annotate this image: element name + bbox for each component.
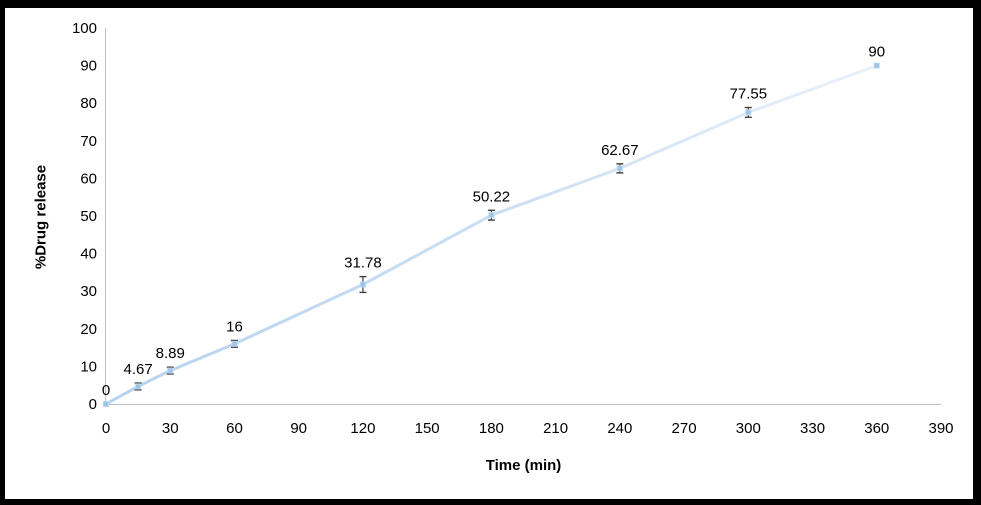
x-tick-label: 360 [864,420,889,437]
y-tick-label: 90 [80,58,97,75]
y-tick-label: 10 [80,358,97,375]
x-tick-label: 330 [800,420,825,437]
data-point-marker [873,62,880,69]
y-tick-label: 70 [80,133,97,150]
y-tick-label: 100 [72,20,97,37]
data-point-marker [135,383,142,390]
x-tick-label: 240 [607,420,632,437]
y-tick-label: 0 [89,396,97,413]
data-point-label: 8.89 [156,345,185,362]
data-point-label: 4.67 [124,361,153,378]
data-point-marker [616,165,623,172]
y-tick-label: 50 [80,208,97,225]
data-point-label: 50.22 [473,188,511,205]
x-tick-label: 150 [415,420,440,437]
data-point-marker [745,109,752,116]
y-axis-title: %Drug release [32,164,50,270]
data-point-label: 16 [226,318,243,335]
data-point-marker [103,401,109,407]
x-tick-label: 210 [543,420,568,437]
data-point-label: 90 [868,44,885,61]
data-point-label: 31.78 [344,255,382,272]
x-axis-title: Time (min) [485,457,562,474]
x-tick-label: 180 [479,420,504,437]
x-tick-label: 390 [928,420,953,437]
data-point-marker [231,340,238,347]
y-tick-label: 60 [80,170,97,187]
data-point-marker [167,367,174,374]
x-tick-label: 30 [162,420,179,437]
data-point-label: 0 [102,382,110,399]
y-tick-label: 80 [80,95,97,112]
x-tick-label: 120 [350,420,375,437]
data-point-marker [359,281,366,288]
y-tick-label: 20 [80,321,97,338]
x-tick-label: 300 [736,420,761,437]
x-tick-label: 60 [226,420,243,437]
series-line [105,64,878,406]
data-point-label: 77.55 [730,86,768,103]
data-point-marker [488,212,495,219]
data-point-label: 62.67 [601,142,639,159]
x-tick-label: 0 [102,420,110,437]
y-tick-label: 40 [80,246,97,263]
x-tick-label: 270 [672,420,697,437]
x-tick-label: 90 [290,420,307,437]
y-tick-label: 30 [80,283,97,300]
